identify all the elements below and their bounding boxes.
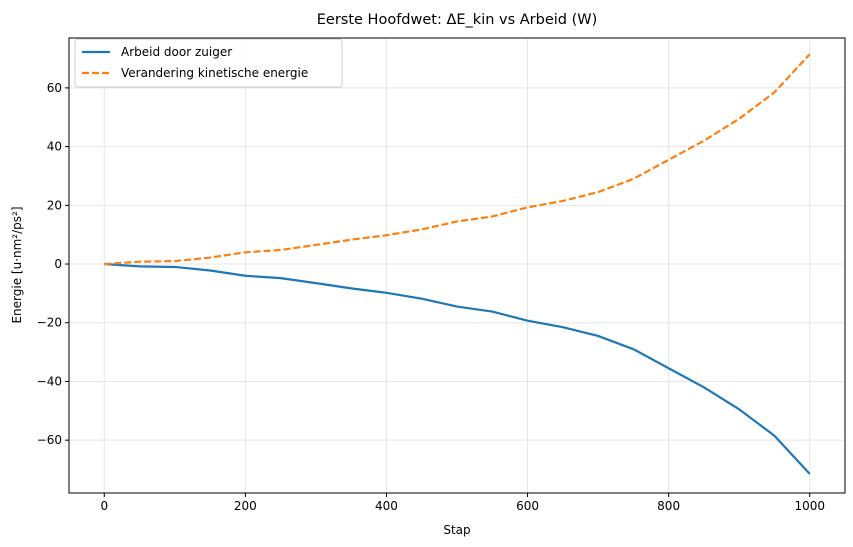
- y-tick-label: 60: [47, 81, 62, 95]
- x-axis-label: Stap: [443, 523, 470, 537]
- series-group: [104, 53, 811, 475]
- legend-label-ekin: Verandering kinetische energie: [121, 66, 308, 80]
- legend-label-arbeid: Arbeid door zuiger: [121, 45, 232, 59]
- legend: Arbeid door zuiger Verandering kinetisch…: [74, 38, 343, 88]
- x-tick-label: 400: [375, 499, 398, 513]
- y-tick-label: 40: [47, 140, 62, 154]
- y-tick-label: 0: [54, 257, 62, 271]
- x-tick-label: 1000: [794, 499, 825, 513]
- series-line-0: [104, 262, 811, 475]
- x-tick-label: 0: [100, 499, 108, 513]
- y-tick-label: 20: [47, 198, 62, 212]
- y-tick-label: −20: [37, 316, 62, 330]
- y-tick-label: −60: [37, 433, 62, 447]
- x-tick-label: 800: [657, 499, 680, 513]
- ticks: 0 200 400 600 800 1000 −60 −40 −20 0 20 40 60: [37, 81, 825, 513]
- y-axis-label: Energie [u·nm²/ps²]: [10, 206, 24, 323]
- y-tick-label: −40: [37, 374, 62, 388]
- plot-frame: [68, 37, 846, 494]
- x-tick-label: 200: [234, 499, 257, 513]
- chart-title: Eerste Hoofdwet: ΔE_kin vs Arbeid (W): [317, 12, 598, 28]
- legend-box: [74, 38, 343, 88]
- series-line-1: [104, 53, 811, 266]
- x-tick-label: 600: [516, 499, 539, 513]
- grid: [69, 38, 845, 493]
